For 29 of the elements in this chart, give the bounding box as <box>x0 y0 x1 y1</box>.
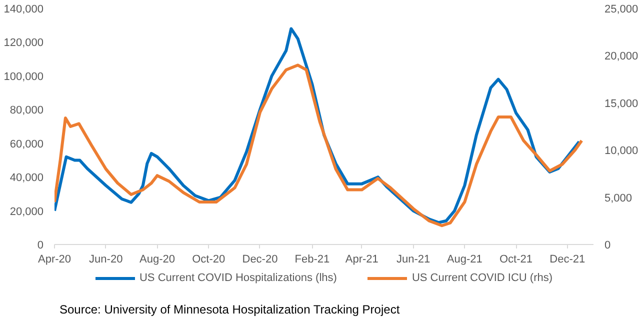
y-tick-label: 80,000 <box>10 104 44 117</box>
source-note: Source: University of Minnesota Hospitalization Tracking Project <box>60 302 400 316</box>
x-tick-label: Feb-21 <box>294 254 330 266</box>
x-tick-label: Dec-21 <box>550 254 586 266</box>
y-tick-label: 140,000 <box>4 4 44 16</box>
x-tick-label: Jun-20 <box>89 254 123 266</box>
y-tick-label: 0 <box>37 240 44 252</box>
y-tick-label: 20,000 <box>10 206 44 218</box>
x-tick-label: Apr-20 <box>38 254 72 266</box>
x-tick-label: Oct-20 <box>192 254 226 266</box>
x-tick-label: Aug-20 <box>140 254 175 266</box>
legend-label: US Current COVID ICU (rhs) <box>412 272 553 284</box>
x-tick-label: Apr-21 <box>345 254 378 266</box>
y-tick-label: 60,000 <box>10 138 44 150</box>
y2-tick-label: 5,000 <box>604 192 632 204</box>
y2-tick-label: 25,000 <box>604 4 638 16</box>
legend-label: US Current COVID Hospitalizations (lhs) <box>139 272 337 284</box>
x-tick-label: Aug-21 <box>446 254 482 266</box>
y2-tick-label: 15,000 <box>604 98 638 110</box>
x-tick-label: Dec-20 <box>242 254 278 266</box>
x-tick-label: Jun-21 <box>396 254 430 266</box>
x-tick-label: Oct-21 <box>500 254 533 266</box>
y-tick-label: 40,000 <box>10 172 44 184</box>
y-tick-label: 100,000 <box>4 70 44 83</box>
y2-tick-label: 20,000 <box>604 50 638 63</box>
y2-tick-label: 10,000 <box>604 145 638 158</box>
line-series <box>54 64 584 228</box>
y-tick-label: 120,000 <box>4 37 44 50</box>
y2-tick-label: 0 <box>604 240 611 252</box>
